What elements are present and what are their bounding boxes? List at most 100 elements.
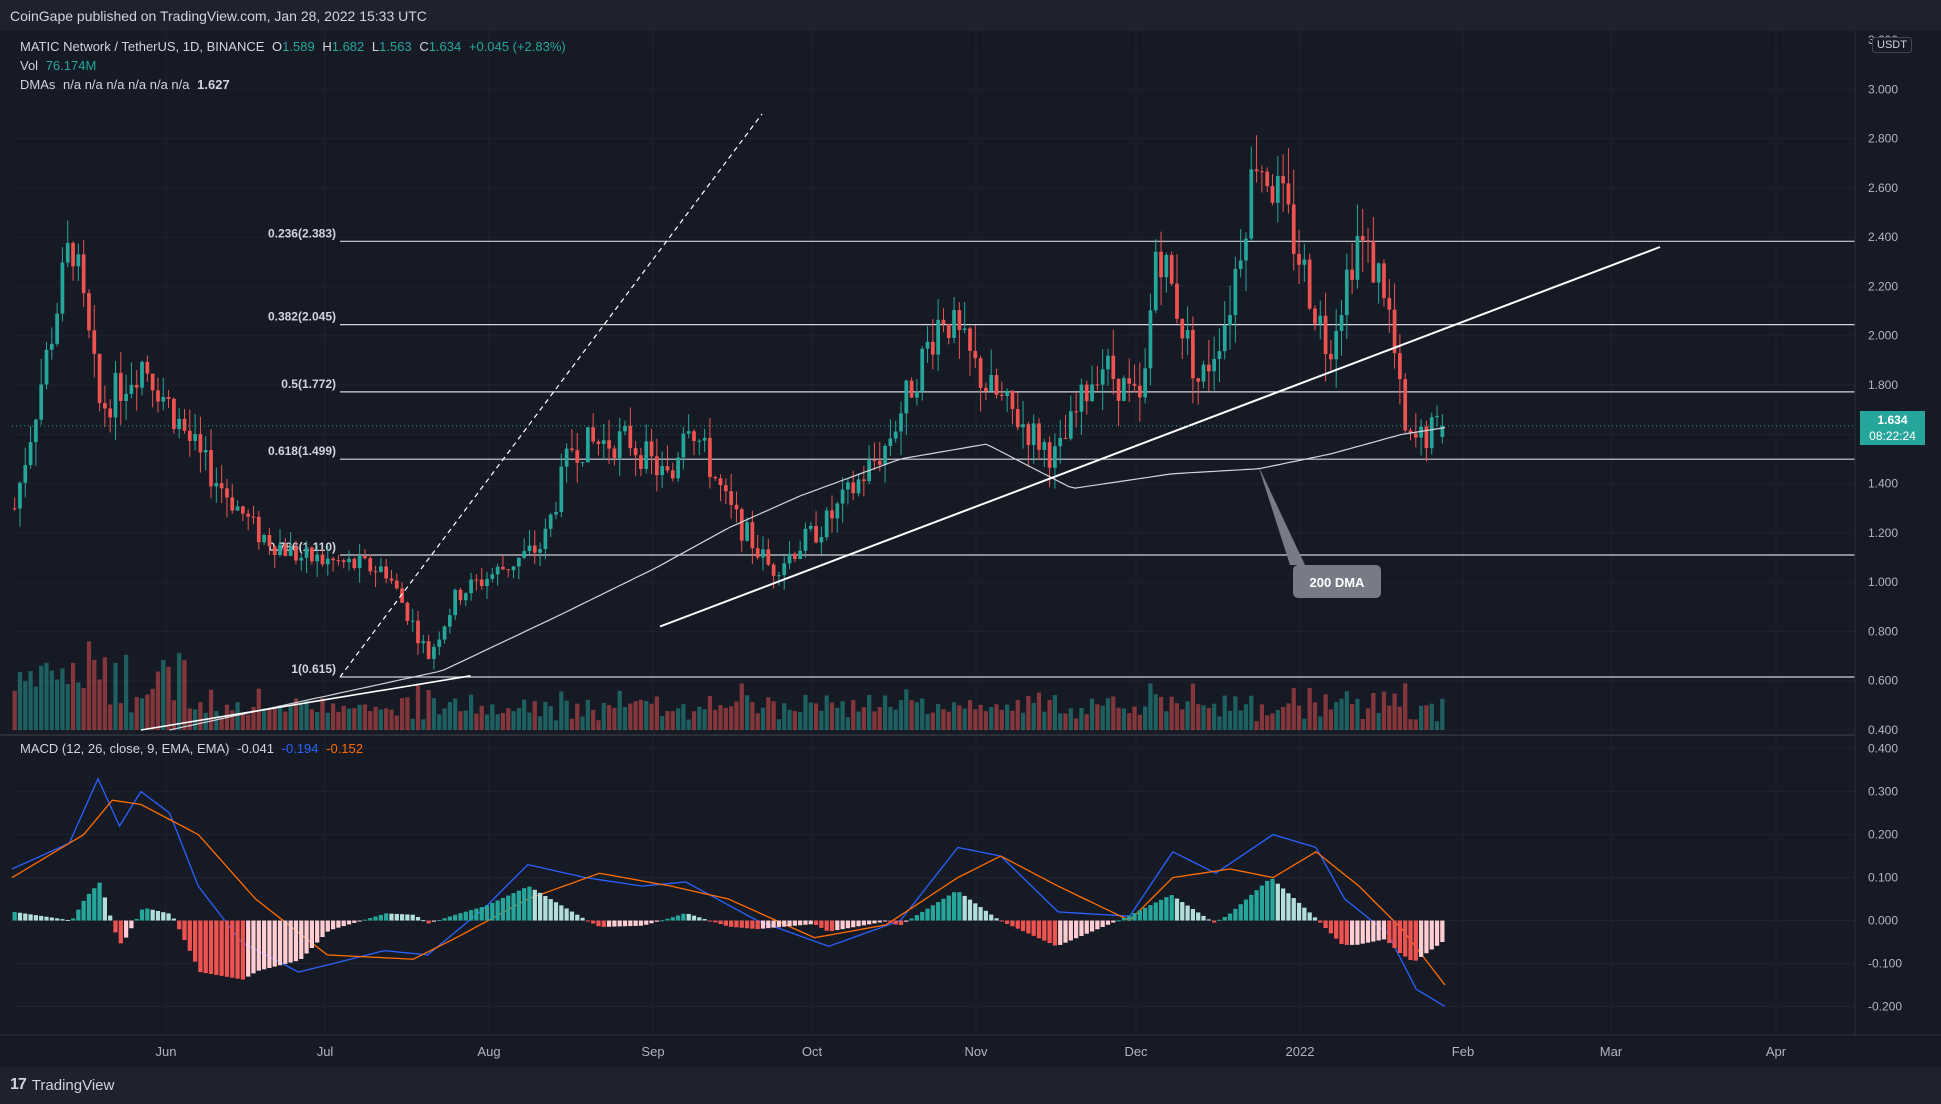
macd-histogram-bar xyxy=(994,918,999,921)
macd-histogram-bar xyxy=(702,919,707,921)
macd-histogram-bar xyxy=(484,905,490,921)
candle-body xyxy=(1106,355,1110,370)
volume-bar xyxy=(755,713,760,730)
macd-histogram-bar xyxy=(1068,920,1073,941)
candle-body xyxy=(1143,368,1147,398)
candle-body xyxy=(872,460,877,462)
candle-body xyxy=(1334,330,1339,360)
macd-histogram-bar xyxy=(851,920,856,928)
volume-bar xyxy=(729,706,734,730)
support-trendline xyxy=(659,246,1661,628)
macd-histogram-bar xyxy=(304,920,309,954)
volume-bar xyxy=(776,719,782,730)
macd-histogram-bar xyxy=(235,920,240,979)
candle-body xyxy=(1318,315,1323,324)
macd-histogram-bar xyxy=(782,920,787,927)
volume-bar xyxy=(1026,695,1031,730)
volume-bar xyxy=(665,711,670,730)
volume-bar xyxy=(86,641,92,730)
macd-histogram-bar xyxy=(309,920,314,949)
macd-histogram-bar xyxy=(267,920,272,968)
candlesticks xyxy=(12,135,1445,670)
candle-body xyxy=(994,374,999,395)
volume-bar xyxy=(357,704,362,730)
macd-histogram-bar xyxy=(44,916,49,921)
volume-bar xyxy=(1143,706,1148,730)
volume-bar xyxy=(973,709,978,730)
macd-histogram-bar xyxy=(208,920,214,975)
volume-bar xyxy=(320,698,325,730)
volume-bar xyxy=(543,701,548,730)
candle-body xyxy=(421,641,426,644)
volume-bar xyxy=(1254,721,1259,730)
currency-badge[interactable]: USDT xyxy=(1872,37,1912,53)
volume-bar xyxy=(1328,709,1334,730)
volume-bar xyxy=(453,698,458,730)
volume-bar xyxy=(118,703,123,730)
macd-histogram-bar xyxy=(840,920,845,930)
candle-body xyxy=(1153,251,1158,311)
macd-histogram-bar xyxy=(1148,905,1153,921)
volume-bar xyxy=(994,704,999,730)
volume-bar xyxy=(389,709,394,730)
volume-bar xyxy=(654,696,659,730)
vol-label: Vol xyxy=(20,58,39,73)
volume-bar xyxy=(463,710,468,730)
candle-body xyxy=(819,537,824,543)
volume-bar xyxy=(1334,702,1339,730)
volume-bar xyxy=(898,700,904,730)
candle-body xyxy=(299,557,304,561)
volume-bar xyxy=(495,714,500,730)
dma-200-line xyxy=(169,427,1446,731)
candle-body xyxy=(893,431,898,439)
volume-bar xyxy=(240,714,245,730)
candle-body xyxy=(156,390,160,402)
candle-body xyxy=(516,557,521,567)
dma-legend: DMAs n/a n/a n/a n/a n/a n/a 1.627 xyxy=(20,77,234,92)
candle-body xyxy=(246,513,251,517)
macd-histogram-bar xyxy=(86,893,92,921)
overlay-lines: 200 DMA xyxy=(11,113,1855,1008)
candle-body xyxy=(761,549,765,558)
candle-body xyxy=(999,394,1004,396)
macd-histogram-bar xyxy=(1217,919,1222,921)
macd-axis-label: 0.000 xyxy=(1868,914,1898,928)
macd-histogram-bar xyxy=(368,918,373,921)
volume-bar xyxy=(1424,705,1429,730)
macd-histogram-bar xyxy=(1010,920,1015,927)
volume-bar xyxy=(1312,702,1318,730)
volume-bar xyxy=(851,700,856,730)
volume-bar xyxy=(1052,695,1058,730)
candle-body xyxy=(787,553,792,564)
candle-body xyxy=(734,504,739,510)
volume-bar xyxy=(771,701,776,730)
volume-bar xyxy=(92,659,97,730)
macd-histogram-bar xyxy=(1397,920,1403,954)
candle-body xyxy=(1435,415,1439,418)
candle-body xyxy=(352,558,357,569)
volume-bar xyxy=(575,703,580,730)
volume-bar xyxy=(1212,703,1217,730)
publisher-text: CoinGape published on TradingView.com, J… xyxy=(10,8,427,24)
volume-bar xyxy=(829,702,835,730)
dma-label: DMAs xyxy=(20,77,56,92)
macd-histogram-bar xyxy=(102,897,108,921)
macd-histogram-bar xyxy=(346,920,352,925)
tradingview-brand[interactable]: 17 TradingView xyxy=(10,1076,114,1094)
volume-bar xyxy=(585,699,590,730)
candle-body xyxy=(1265,171,1270,187)
candle-body xyxy=(814,525,818,543)
volume-bar xyxy=(235,702,240,730)
macd-histogram-bar xyxy=(1440,920,1445,943)
volume-bar xyxy=(723,707,728,730)
candle-body xyxy=(1047,442,1052,468)
candle-body xyxy=(501,566,505,570)
macd-histogram-bar xyxy=(182,920,187,941)
macd-histogram-bar xyxy=(463,911,468,921)
macd-histogram-bar xyxy=(622,920,628,927)
macd-axis-label: 0.100 xyxy=(1868,871,1898,885)
price-chart[interactable]: 0.236(2.383) 0.382(2.045) 0.5(1.772) 0.618(… xyxy=(0,31,1941,1067)
macd-histogram-bar xyxy=(1424,920,1429,954)
candle-body xyxy=(145,361,150,374)
volume-bar xyxy=(888,707,893,730)
